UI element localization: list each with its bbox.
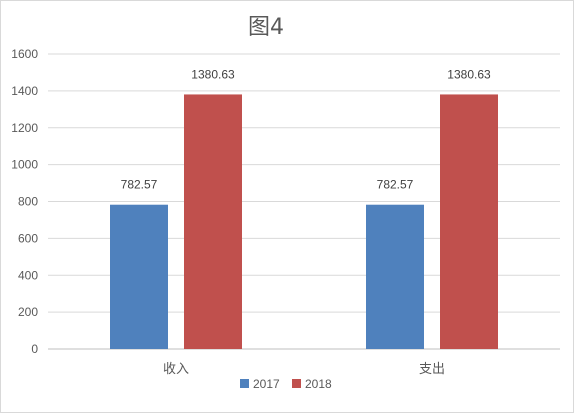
legend-label-2018: 2018 — [305, 377, 332, 391]
legend-label-2017: 2017 — [253, 377, 280, 391]
bars — [110, 94, 498, 349]
y-tick-label: 1200 — [11, 121, 38, 135]
y-tick-label: 400 — [18, 268, 38, 282]
y-tick-label: 800 — [18, 195, 38, 209]
data-label: 782.57 — [377, 178, 414, 192]
y-axis-ticks: 0 200 400 600 800 1000 1200 1400 1600 — [11, 47, 38, 356]
category-label: 收入 — [163, 362, 189, 377]
category-label: 支出 — [419, 362, 445, 377]
y-tick-label: 1600 — [11, 47, 38, 61]
bar-2018-支出 — [440, 94, 498, 349]
y-tick-label: 600 — [18, 231, 38, 245]
legend-swatch-2017 — [240, 379, 249, 388]
bar-2017-收入 — [110, 204, 168, 349]
y-tick-label: 1000 — [11, 158, 38, 172]
data-label: 1380.63 — [447, 67, 491, 81]
data-label: 1380.63 — [191, 67, 235, 81]
bar-2017-支出 — [366, 204, 424, 349]
x-axis-categories: 收入 支出 — [163, 362, 445, 377]
y-tick-label: 1400 — [11, 84, 38, 98]
data-labels: 782.57 1380.63 782.57 1380.63 — [121, 67, 491, 191]
legend: 2017 2018 — [240, 377, 332, 391]
y-tick-label: 0 — [31, 342, 38, 356]
y-tick-label: 200 — [18, 305, 38, 319]
chart-title: 图4 — [248, 15, 284, 40]
bar-2018-收入 — [184, 94, 242, 349]
data-label: 782.57 — [121, 178, 158, 192]
legend-swatch-2018 — [292, 379, 301, 388]
